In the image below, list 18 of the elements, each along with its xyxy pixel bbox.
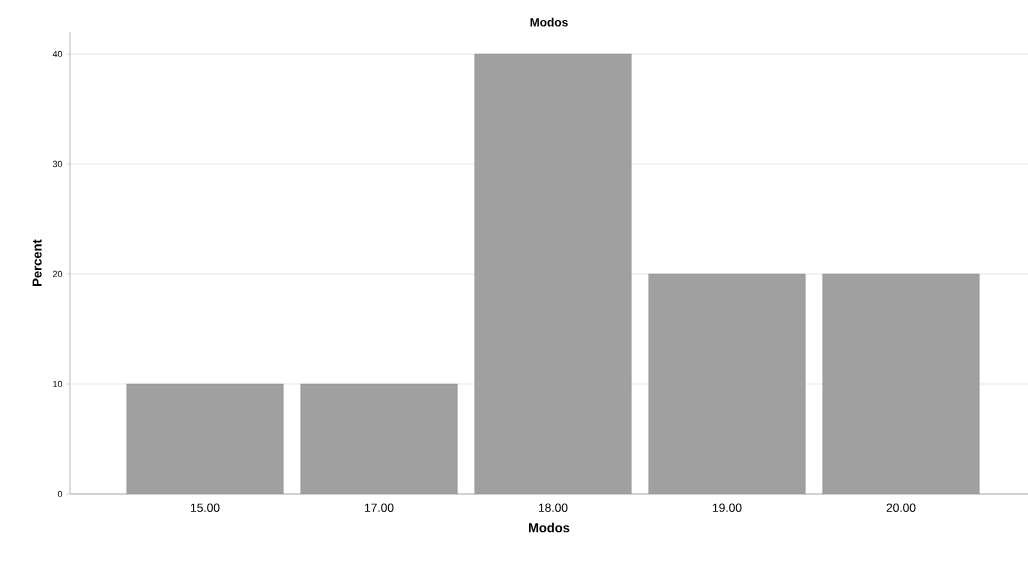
y-tick-label: 20 <box>52 270 63 278</box>
x-tick-label: 19.00 <box>712 503 742 512</box>
y-tick-label: 30 <box>52 160 63 168</box>
x-axis-title: Modos <box>529 522 570 533</box>
bar <box>648 273 806 494</box>
y-tick-label: 10 <box>53 380 63 388</box>
x-tick-label: 18.00 <box>538 503 568 512</box>
x-tick-label: 20.00 <box>886 503 916 512</box>
bar <box>474 53 632 494</box>
y-axis-title: Percent <box>32 239 42 286</box>
x-tick-label: 17.00 <box>364 503 394 512</box>
bar <box>126 383 284 494</box>
y-tick-label: 0 <box>57 490 63 498</box>
chart-title: Modos <box>530 17 568 27</box>
x-tick-label: 15.00 <box>190 503 220 512</box>
bar <box>300 383 458 494</box>
bar <box>822 273 980 494</box>
y-tick-label: 40 <box>52 50 63 58</box>
